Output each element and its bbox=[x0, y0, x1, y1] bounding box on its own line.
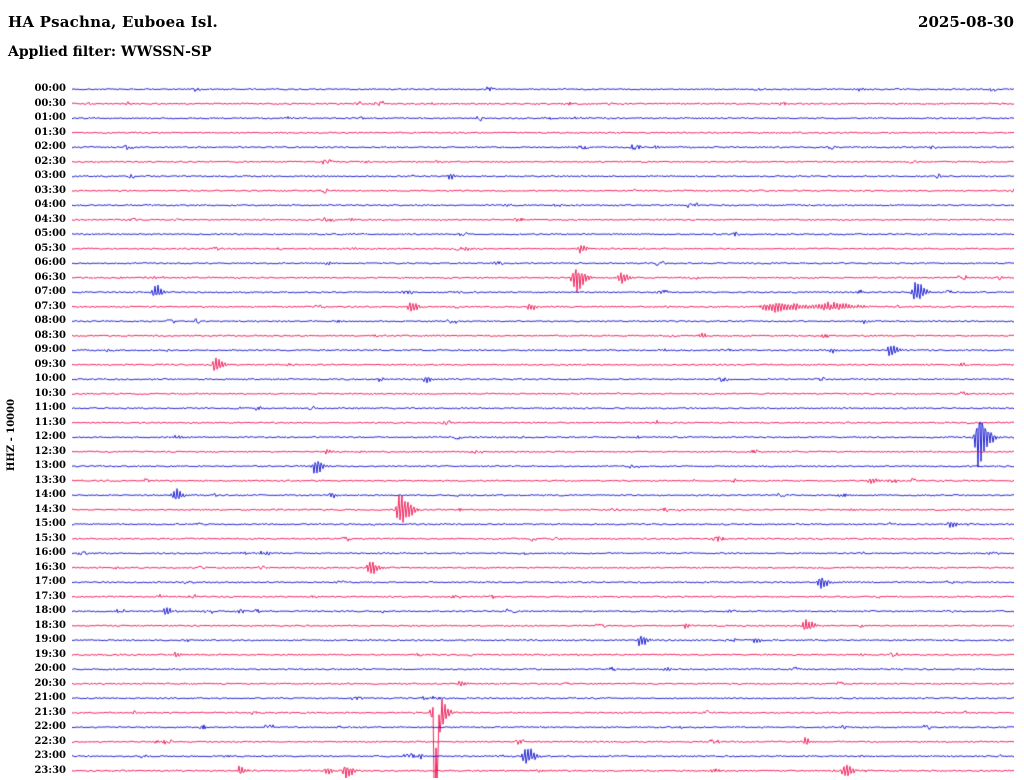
row-time-label: 07:30 bbox=[34, 300, 66, 312]
row-time-label: 19:30 bbox=[34, 648, 66, 660]
row-time-label: 05:00 bbox=[34, 228, 66, 240]
row-time-label: 20:00 bbox=[34, 663, 66, 675]
row-time-label: 02:30 bbox=[34, 155, 66, 167]
row-time-label: 14:30 bbox=[34, 503, 66, 515]
row-time-label: 05:30 bbox=[34, 242, 66, 254]
channel-scale-label: HHZ - 10000 bbox=[6, 398, 17, 472]
row-time-label: 04:00 bbox=[34, 199, 66, 211]
row-time-label: 22:30 bbox=[34, 735, 66, 747]
row-time-label: 16:30 bbox=[34, 561, 66, 573]
row-time-label: 01:30 bbox=[34, 126, 66, 138]
seismogram-canvas bbox=[72, 82, 1014, 778]
record-date: 2025-08-30 bbox=[918, 13, 1014, 31]
row-time-label: 04:30 bbox=[34, 213, 66, 225]
row-time-label: 15:00 bbox=[34, 518, 66, 530]
row-time-label: 16:00 bbox=[34, 547, 66, 559]
row-time-label: 22:00 bbox=[34, 721, 66, 733]
row-time-label: 09:30 bbox=[34, 358, 66, 370]
row-time-label: 23:30 bbox=[34, 764, 66, 776]
row-time-label: 03:00 bbox=[34, 170, 66, 182]
row-time-label: 08:30 bbox=[34, 329, 66, 341]
row-time-label: 18:00 bbox=[34, 605, 66, 617]
row-time-label: 08:00 bbox=[34, 315, 66, 327]
row-time-label: 21:30 bbox=[34, 706, 66, 718]
row-time-label: 00:30 bbox=[34, 97, 66, 109]
row-time-label: 19:00 bbox=[34, 634, 66, 646]
row-time-label: 15:30 bbox=[34, 532, 66, 544]
row-time-label: 06:00 bbox=[34, 257, 66, 269]
row-time-label: 07:00 bbox=[34, 286, 66, 298]
row-time-label: 01:00 bbox=[34, 112, 66, 124]
row-time-label: 21:00 bbox=[34, 692, 66, 704]
station-title: HA Psachna, Euboea Isl. bbox=[8, 13, 218, 31]
applied-filter-label: Applied filter: WWSSN-SP bbox=[8, 44, 212, 60]
row-time-label: 00:00 bbox=[34, 83, 66, 95]
row-time-label: 18:30 bbox=[34, 619, 66, 631]
row-time-label: 03:30 bbox=[34, 184, 66, 196]
row-time-label: 17:00 bbox=[34, 576, 66, 588]
row-time-label: 06:30 bbox=[34, 271, 66, 283]
row-time-label: 09:00 bbox=[34, 344, 66, 356]
row-time-label: 02:00 bbox=[34, 141, 66, 153]
row-time-label: 20:30 bbox=[34, 677, 66, 689]
row-time-label: 23:00 bbox=[34, 750, 66, 762]
row-time-label: 17:30 bbox=[34, 590, 66, 602]
